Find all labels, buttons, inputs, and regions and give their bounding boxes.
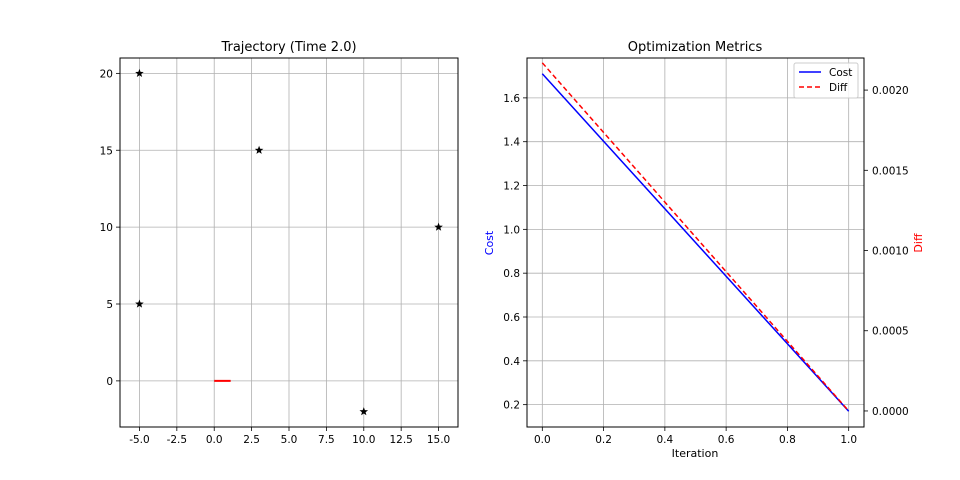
waypoint-star-marker bbox=[135, 299, 144, 308]
y-tick-label: 0.6 bbox=[503, 312, 520, 324]
x-tick-label: 0.0 bbox=[206, 434, 223, 446]
metrics-series bbox=[541, 62, 850, 412]
y-tick-label: 0.8 bbox=[503, 268, 520, 280]
x-tick-label: -5.0 bbox=[129, 434, 150, 446]
y-tick-label: 0.2 bbox=[503, 400, 520, 412]
trajectory-ticks: -5.0 -2.5 0.0 2.5 5.0 7.5 10.0 12.5 15.0 0 5 10 15 20 bbox=[100, 68, 451, 446]
y-tick-label: 0.4 bbox=[503, 356, 520, 368]
series-line-cost bbox=[541, 73, 850, 412]
legend-label-diff: Diff bbox=[829, 82, 848, 94]
metrics-y2-axis-label: Diff bbox=[912, 233, 925, 253]
x-tick-label: 15.0 bbox=[427, 434, 450, 446]
x-tick-label: 12.5 bbox=[389, 434, 412, 446]
legend-label-cost: Cost bbox=[829, 67, 852, 79]
x-tick-label: 0.4 bbox=[657, 434, 674, 446]
trajectory-grid bbox=[120, 58, 458, 427]
x-tick-label: -2.5 bbox=[167, 434, 188, 446]
y-tick-label: 15 bbox=[100, 145, 113, 157]
x-tick-label: 0.2 bbox=[595, 434, 612, 446]
y-tick-label: 10 bbox=[100, 222, 113, 234]
y-tick-label: 1.6 bbox=[503, 93, 520, 105]
y-tick-label: 1.0 bbox=[503, 224, 520, 236]
y2-tick-label: 0.0020 bbox=[872, 85, 909, 97]
x-tick-label: 5.0 bbox=[281, 434, 298, 446]
x-tick-label: 1.0 bbox=[840, 434, 857, 446]
series-line-diff bbox=[541, 62, 850, 412]
metrics-legend: Cost Diff bbox=[793, 62, 859, 99]
y-tick-label: 5 bbox=[106, 299, 113, 311]
trajectory-chart-title: Trajectory (Time 2.0) bbox=[220, 40, 356, 55]
metrics-ticks: 0.0 0.2 0.4 0.6 0.8 1.0 0.2 0.4 0.6 0.8 1.0 1.2 1.4 1… bbox=[503, 85, 908, 446]
trajectory-marks bbox=[135, 68, 443, 416]
waypoint-star-marker bbox=[359, 407, 369, 416]
y-tick-label: 1.4 bbox=[503, 137, 520, 149]
y-tick-label: 20 bbox=[100, 68, 113, 80]
x-tick-label: 0.6 bbox=[718, 434, 735, 446]
metrics-chart: Optimization Metrics 0.0 0.2 0.4 0.6 0.8 1.00… bbox=[483, 40, 925, 460]
x-tick-label: 2.5 bbox=[243, 434, 260, 446]
metrics-chart-title: Optimization Metrics bbox=[628, 40, 763, 55]
waypoint-star-marker bbox=[434, 222, 443, 231]
x-tick-label: 0.8 bbox=[779, 434, 796, 446]
y2-tick-label: 0.0005 bbox=[872, 326, 909, 338]
y-tick-label: 1.2 bbox=[503, 181, 520, 193]
metrics-y-axis-label: Cost bbox=[483, 230, 496, 255]
waypoint-star-marker bbox=[254, 145, 264, 154]
x-tick-label: 0.0 bbox=[534, 434, 551, 446]
x-tick-label: 10.0 bbox=[352, 434, 375, 446]
waypoint-star-marker bbox=[135, 68, 144, 78]
y2-tick-label: 0.0010 bbox=[872, 246, 909, 258]
y2-tick-label: 0.0015 bbox=[872, 165, 909, 177]
y-tick-label: 0 bbox=[106, 376, 113, 388]
metrics-plot-frame bbox=[526, 57, 865, 428]
x-tick-label: 7.5 bbox=[318, 434, 335, 446]
metrics-x-axis-label: Iteration bbox=[672, 447, 719, 460]
y2-tick-label: 0.0000 bbox=[872, 406, 909, 418]
trajectory-chart: Trajectory (Time 2.0) -5.0 -2.5 0.0 2.5 5.0 7… bbox=[100, 40, 459, 446]
